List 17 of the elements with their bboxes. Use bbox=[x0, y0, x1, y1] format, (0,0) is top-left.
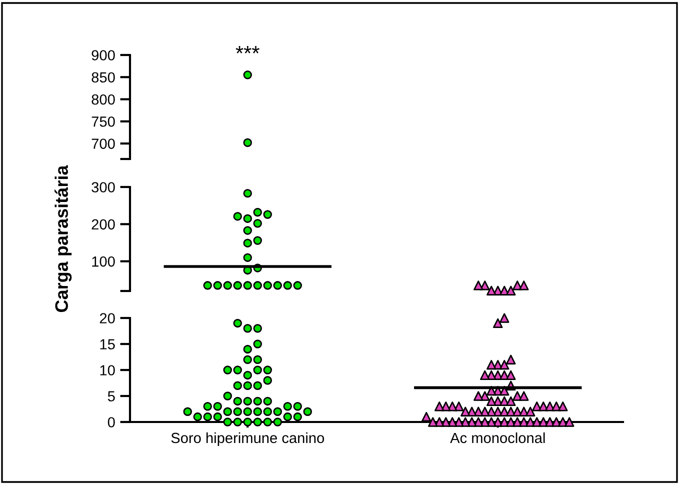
y-tick-label: 900 bbox=[92, 50, 115, 60]
y-tick-label: 750 bbox=[92, 116, 115, 127]
x-tick-label: Ac monoclonal bbox=[450, 432, 545, 444]
y-tick-label: 200 bbox=[92, 219, 115, 230]
y-tick-label: 850 bbox=[92, 72, 115, 83]
text: *** bbox=[236, 46, 260, 54]
y-tick-label: 100 bbox=[92, 256, 115, 267]
y-tick-label: 10 bbox=[100, 365, 115, 376]
x-tick-label: Soro hiperimune canino bbox=[171, 432, 324, 446]
y-tick-label: 300 bbox=[92, 182, 115, 192]
y-tick-label: 700 bbox=[92, 138, 115, 149]
y-axis-title: Carga parasitária bbox=[54, 165, 72, 312]
y-tick-label: 5 bbox=[108, 391, 115, 402]
y-tick-label: 0 bbox=[108, 417, 115, 428]
y-tick-label: 800 bbox=[92, 94, 115, 105]
y-tick-label: 15 bbox=[100, 339, 115, 350]
y-tick-label: 20 bbox=[100, 313, 115, 324]
